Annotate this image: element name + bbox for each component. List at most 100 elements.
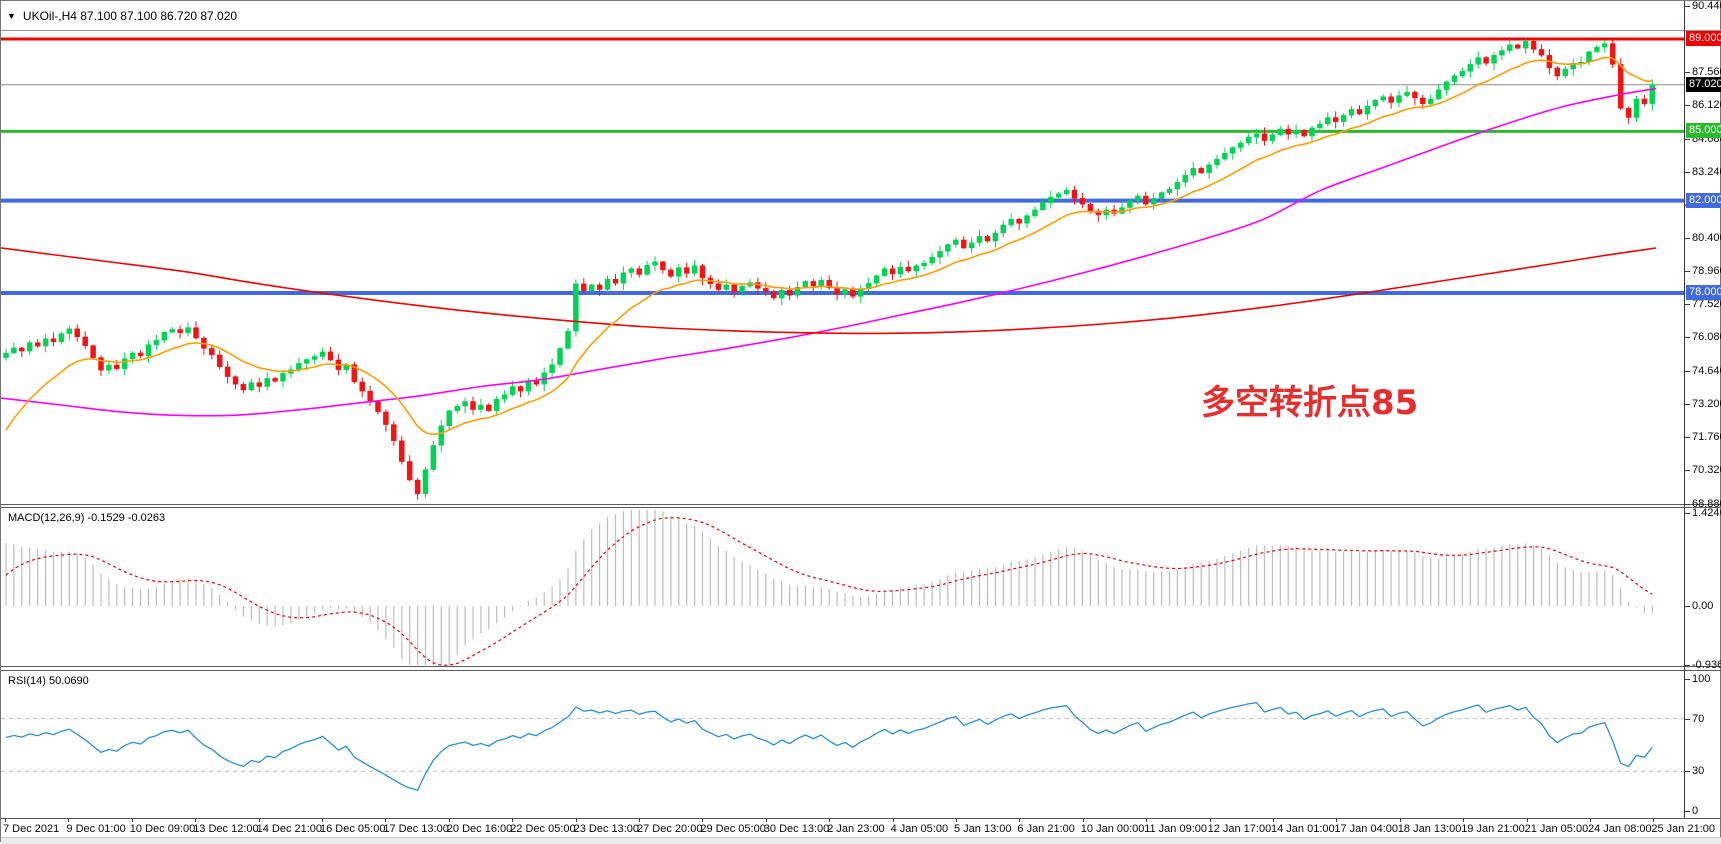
macd-rsi-separator[interactable] xyxy=(1,666,1721,667)
time-axis-tick xyxy=(195,818,197,822)
price-tick-label: 74.640 xyxy=(1692,364,1721,377)
price-tick-label: 86.120 xyxy=(1692,99,1721,112)
time-tick-label: 17 Jan 04:00 xyxy=(1334,823,1399,835)
price-tick-label: 70.320 xyxy=(1692,464,1721,477)
axis-tick xyxy=(1685,105,1690,107)
axis-tick xyxy=(1685,503,1690,505)
time-tick-label: 23 Dec 13:00 xyxy=(573,823,640,835)
rsi-indicator-label: RSI(14) 50.0690 xyxy=(8,675,89,687)
symbol-ohlc-info: UKOil-,H4 87.100 87.100 86.720 87.020 xyxy=(22,9,238,23)
time-axis-tick xyxy=(575,818,577,822)
time-tick-label: 10 Dec 09:00 xyxy=(129,823,196,835)
price-axis[interactable]: 90.44087.56086.12084.68083.24081.80080.4… xyxy=(1685,0,1721,818)
time-tick-label: 21 Jan 05:00 xyxy=(1524,823,1589,835)
symbol-dropdown-icon[interactable]: ▼ xyxy=(7,11,16,21)
time-tick-label: 9 Dec 01:00 xyxy=(66,823,126,835)
time-tick-label: 17 Dec 13:00 xyxy=(383,823,449,835)
axis-tick xyxy=(1685,811,1690,812)
time-axis-tick xyxy=(1209,818,1211,822)
time-axis-tick xyxy=(131,818,133,822)
time-tick-label: 2 Jan 23:00 xyxy=(827,823,885,835)
time-axis-tick xyxy=(1082,818,1084,822)
price-tick-label: 80.400 xyxy=(1692,231,1721,244)
axis-tick xyxy=(1685,370,1690,372)
time-axis-tick xyxy=(1590,818,1591,822)
macd-tick-label: -0.9363 xyxy=(1692,659,1721,671)
time-tick-label: 27 Dec 20:00 xyxy=(637,823,703,835)
macd-indicator-label: MACD(12,26,9) -0.1529 -0.0263 xyxy=(8,512,166,524)
level-price-badge: 89.000 xyxy=(1686,31,1721,46)
axis-tick xyxy=(1685,665,1690,666)
time-axis-tick xyxy=(448,818,450,822)
time-tick-label: 19 Jan 21:00 xyxy=(1461,823,1525,835)
price-tick-label: 71.760 xyxy=(1692,431,1721,444)
axis-tick xyxy=(1685,304,1690,306)
time-tick-label: 20 Dec 16:00 xyxy=(446,823,513,835)
axis-tick xyxy=(1685,72,1690,74)
price-tick-label: 87.560 xyxy=(1692,66,1721,79)
time-axis-tick xyxy=(765,818,767,822)
time-tick-label: 13 Dec 12:00 xyxy=(193,823,259,835)
time-tick-label: 11 Jan 09:00 xyxy=(1144,823,1207,835)
bottom-strip xyxy=(1,837,1721,844)
time-tick-label: 7 Dec 2021 xyxy=(3,823,60,835)
time-axis-tick xyxy=(639,818,640,822)
price-tick-label: 83.240 xyxy=(1692,165,1721,178)
time-tick-label: 22 Dec 05:00 xyxy=(510,823,576,835)
price-axis-separator xyxy=(1684,1,1685,818)
rsi-tick-label: 100 xyxy=(1692,673,1711,685)
time-axis-tick xyxy=(1653,818,1655,822)
current-price-badge: 87.020 xyxy=(1686,76,1721,92)
price-tick-label: 73.200 xyxy=(1692,397,1721,410)
time-axis-tick xyxy=(956,818,957,822)
axis-tick xyxy=(1685,437,1690,439)
time-axis-tick xyxy=(512,818,514,822)
axis-tick xyxy=(1685,237,1690,239)
rsi-panel-top-border xyxy=(1,670,1721,671)
time-axis-tick xyxy=(1526,818,1528,822)
time-axis-tick xyxy=(1019,818,1021,822)
time-tick-label: 25 Jan 21:00 xyxy=(1651,823,1716,835)
time-axis-tick xyxy=(1273,818,1274,822)
price-tick-label: 78.960 xyxy=(1692,264,1721,277)
price-tick-label: 90.440 xyxy=(1692,0,1721,12)
axis-tick xyxy=(1685,718,1690,720)
time-tick-label: 29 Dec 05:00 xyxy=(700,823,766,835)
axis-tick xyxy=(1685,5,1690,7)
macd-tick-label: 1.4246 xyxy=(1692,506,1721,519)
time-tick-label: 24 Jan 08:00 xyxy=(1588,823,1652,835)
level-price-badge: 78.000 xyxy=(1686,284,1721,300)
time-tick-label: 30 Dec 13:00 xyxy=(763,823,830,835)
time-axis-border xyxy=(1,818,1721,819)
chinese-text-annotation: 多空转折点85 xyxy=(1201,383,1419,423)
time-tick-label: 10 Jan 00:00 xyxy=(1080,823,1145,835)
time-axis-tick xyxy=(702,818,704,822)
chart-header: ▼ UKOil-,H4 87.100 87.100 86.720 87.020 xyxy=(7,7,237,25)
main-macd-separator[interactable] xyxy=(1,504,1721,505)
time-axis-tick xyxy=(322,818,323,822)
axis-tick xyxy=(1685,512,1690,514)
axis-tick xyxy=(1685,771,1690,773)
time-axis-tick xyxy=(1463,818,1465,822)
price-tick-label: 76.080 xyxy=(1692,331,1721,344)
axis-tick xyxy=(1685,679,1690,680)
time-axis-tick xyxy=(829,818,831,822)
time-tick-label: 5 Jan 13:00 xyxy=(954,823,1012,835)
time-axis-tick xyxy=(68,818,70,822)
axis-tick xyxy=(1685,171,1690,173)
rsi-tick-label: 0 xyxy=(1692,805,1699,817)
price-tick-label: 77.520 xyxy=(1692,298,1721,311)
time-axis-tick xyxy=(1399,818,1401,822)
time-tick-label: 14 Jan 01:00 xyxy=(1271,823,1335,835)
time-tick-label: 12 Jan 17:00 xyxy=(1207,823,1272,835)
time-tick-label: 6 Jan 21:00 xyxy=(1017,823,1075,835)
time-axis-tick xyxy=(385,818,387,822)
rsi-tick-label: 30 xyxy=(1692,765,1705,778)
time-axis[interactable]: 7 Dec 2021 9 Dec 01:00 10 Dec 09:00 13 Dec … xyxy=(1,818,1721,837)
time-axis-tick xyxy=(5,818,6,822)
time-tick-label: 16 Dec 05:00 xyxy=(320,823,386,835)
chart-plot-area[interactable] xyxy=(1,1,1684,819)
time-tick-label: 18 Jan 13:00 xyxy=(1397,823,1462,835)
time-axis-tick xyxy=(892,818,894,822)
rsi-tick-label: 70 xyxy=(1692,712,1705,725)
